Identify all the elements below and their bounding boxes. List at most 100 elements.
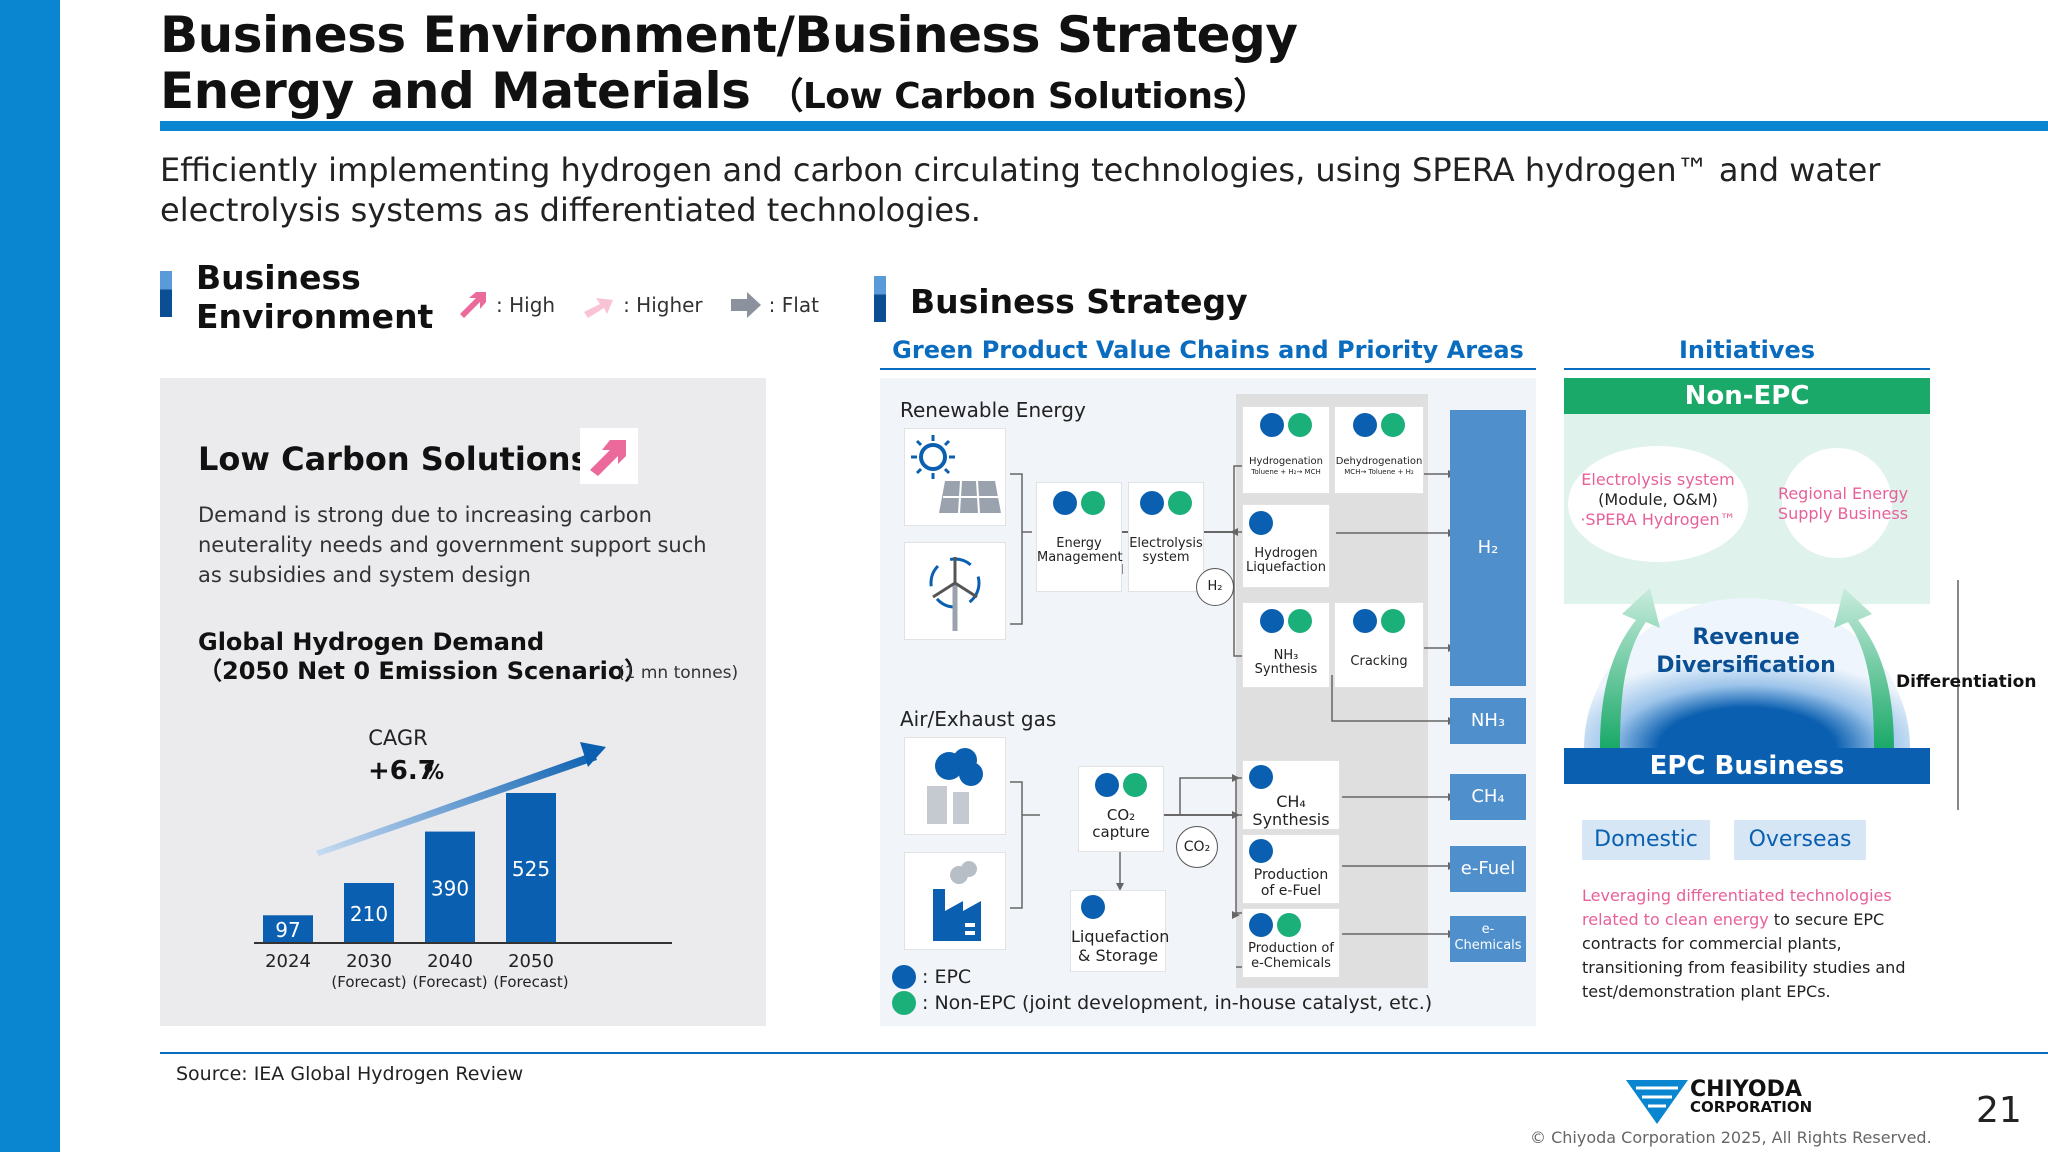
epc-dot: [1081, 895, 1105, 919]
energy-mgmt-l1: Energy: [1056, 536, 1102, 551]
epc-dot: [1353, 413, 1378, 437]
smokestack-cloud-icon: [927, 748, 983, 824]
page-subtitle: Energy and Materials （Low Carbon Solutio…: [160, 62, 1269, 120]
bar-value-label: 525: [512, 857, 550, 881]
energy-mgmt-l2: Management: [1037, 550, 1123, 565]
lcs-title: Low Carbon Solutions: [198, 440, 590, 478]
left-accent-bar: [0, 0, 60, 1152]
epc-dot: [1259, 609, 1284, 633]
epc-dot: [1260, 413, 1285, 437]
non-epc-dot: [1287, 413, 1312, 437]
non-epc-dot: [1081, 491, 1106, 515]
arrow-higher-icon: [584, 298, 614, 318]
bar-value-label: 390: [431, 876, 469, 900]
chart-unit: (1 mn tonnes): [618, 663, 739, 683]
co2-node: CO₂: [1176, 826, 1218, 868]
ch4-synthesis-box: CH₄ Synthesis: [1242, 760, 1340, 830]
value-chain-title: Green Product Value Chains and Priority …: [892, 336, 1524, 364]
bar-value-label: 210: [350, 902, 388, 926]
epc-dot: [1249, 765, 1273, 789]
non-epc-dot: [1288, 609, 1313, 633]
chart-title-l2: （2050 Net 0 Emission Scenario）: [198, 657, 649, 685]
title-rule: [160, 121, 2048, 131]
section-marker: [160, 271, 172, 317]
lcs-description: Demand is strong due to increasing carbo…: [198, 503, 707, 587]
legend-higher: : Higher: [623, 293, 703, 317]
echem-prod-l2: e-Chemicals: [1251, 956, 1331, 971]
logo-l2: CORPORATION: [1690, 1098, 1813, 1116]
co2-capture-l1: CO₂: [1106, 806, 1136, 824]
legend-epc: : EPC: [892, 965, 971, 989]
bar-2030: [344, 883, 394, 943]
epc-dot: [1249, 839, 1273, 863]
chiyoda-logo-icon: [1626, 1080, 1688, 1124]
dehydrogenation-sub: MCH→ Toluene + H₂: [1344, 468, 1414, 476]
electrolysis-initiative: Electrolysis system (Module, O&M) ·SPERA…: [1564, 470, 1752, 530]
efuel-production-box: Production of e-Fuel: [1242, 834, 1340, 904]
lcs-trend-box: [580, 428, 638, 484]
x-tick-label: 2050: [508, 951, 554, 972]
legend-non-epc: : Non-EPC (joint development, in-house c…: [892, 991, 1432, 1015]
output-nh3: NH₃: [1450, 698, 1526, 744]
output-ch4: CH₄: [1450, 774, 1526, 820]
h2-liq-l2: Liquefaction: [1246, 560, 1326, 575]
x-tick-sublabel: (Forecast): [493, 973, 568, 991]
chart-title: Global Hydrogen Demand （2050 Net 0 Emiss…: [198, 628, 648, 686]
air-label: Air/Exhaust gas: [900, 707, 1057, 731]
initiatives-rule: [1564, 368, 1930, 370]
logo-l1: CHIYODA: [1690, 1077, 1802, 1102]
nh3-syn-l1: NH₃: [1273, 648, 1299, 663]
overseas-tag: Overseas: [1734, 820, 1866, 860]
chiyoda-logo-text: CHIYODA CORPORATION: [1690, 1077, 1813, 1116]
epc-dot: [1352, 609, 1377, 633]
flow-connectors: [1010, 462, 1456, 968]
non-epc-dot: [1168, 491, 1193, 515]
cagr-trend-arrow: [316, 752, 597, 856]
electrolysis-l1: Electrolysis system: [1581, 470, 1735, 489]
echem-prod-l1: Production of: [1248, 941, 1334, 956]
regional-l2: Supply Business: [1777, 504, 1909, 523]
non-epc-dot: [1277, 913, 1302, 937]
bar-2040: [425, 831, 475, 943]
electrolysis-box: Electrolysis system: [1128, 482, 1204, 592]
source-note: Source: IEA Global Hydrogen Review: [176, 1063, 524, 1085]
electrolysis-l2: (Module, O&M): [1598, 490, 1718, 509]
wind-source: [904, 542, 1006, 640]
strategy-heading: Business Strategy: [910, 282, 1248, 321]
electrolysis-l3: ·SPERA Hydrogen™: [1580, 510, 1736, 529]
epc-dot: [892, 965, 916, 989]
lead-text: Efficiently implementing hydrogen and ca…: [160, 151, 1881, 229]
epc-dot: [1094, 773, 1119, 797]
solar-panel-icon: [911, 435, 1001, 514]
output-echem-l2: Chemicals: [1454, 938, 1522, 953]
solar-source: [904, 428, 1006, 526]
electrolysis-l2: system: [1142, 550, 1190, 565]
cracking-box: Cracking: [1334, 602, 1424, 688]
env-heading-l2: Environment: [196, 297, 434, 336]
legend-epc-label: : EPC: [922, 966, 972, 988]
subtitle-main: Energy and Materials: [160, 62, 751, 120]
dehydrogenation-label: Dehydrogenation: [1335, 456, 1423, 467]
arrow-high-icon: [590, 440, 626, 476]
bar-value-label: 97: [275, 918, 300, 942]
page-title: Business Environment/Business Strategy: [160, 6, 1298, 64]
legend-high: : High: [496, 293, 556, 317]
regional-l1: Regional Energy: [1777, 484, 1909, 503]
h2-node: H₂: [1196, 568, 1234, 606]
liq-storage-l2: & Storage: [1077, 946, 1159, 965]
ch4-syn-l2: Synthesis: [1252, 810, 1330, 829]
legend-flat: : Flat: [768, 293, 819, 317]
legend-non-epc-label: : Non-EPC (joint development, in-house c…: [922, 992, 1433, 1014]
h2-liquefaction-box: Hydrogen Liquefaction: [1242, 504, 1330, 588]
epc-description: Leveraging differentiated technologies r…: [1582, 884, 1922, 1004]
revenue-l1: Revenue: [1692, 625, 1800, 650]
regional-initiative: Regional Energy Supply Business: [1758, 484, 1928, 524]
env-heading-l1: Business: [196, 258, 361, 297]
h2-liq-l1: Hydrogen: [1254, 546, 1318, 561]
cagr-value: +6.7: [368, 756, 436, 786]
x-tick-label: 2040: [427, 951, 473, 972]
electrolysis-circle: [1568, 446, 1748, 562]
arrow-high-icon: [460, 292, 486, 318]
air-source: [904, 737, 1006, 835]
initiatives-title: Initiatives: [1678, 336, 1816, 364]
